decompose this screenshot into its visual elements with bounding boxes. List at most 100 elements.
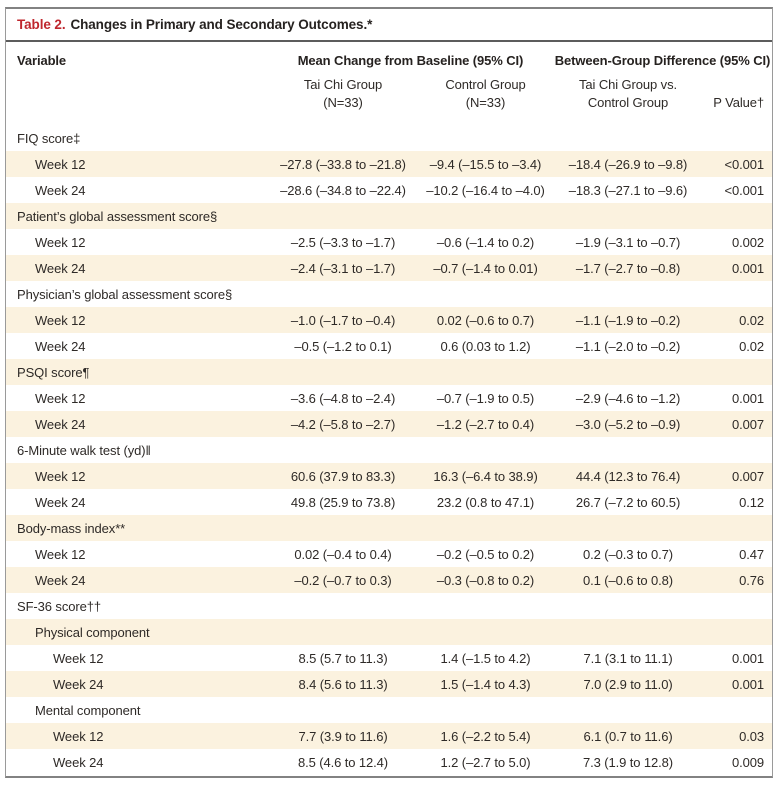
- row-variable-label: Week 24: [53, 676, 104, 692]
- table-row: Physical component: [6, 619, 772, 645]
- cell-between-group-difference: –18.3 (–27.1 to –9.6): [568, 182, 688, 198]
- column-header-taichi-group: Tai Chi Group (N=33): [303, 77, 383, 110]
- row-variable-label: Mental component: [35, 702, 141, 718]
- cell-between-group-difference: –1.9 (–3.1 to –0.7): [575, 234, 681, 250]
- cell-between-group-difference: 7.0 (2.9 to 11.0): [583, 676, 673, 692]
- cell-p-value: 0.002: [731, 234, 764, 250]
- cell-p-value: 0.001: [731, 260, 764, 276]
- row-variable-label: Week 12: [53, 650, 104, 666]
- cell-control-group: 23.2 (0.8 to 47.1): [436, 494, 535, 510]
- table-row: FIQ score‡: [6, 125, 772, 151]
- table-row: Mental component: [6, 697, 772, 723]
- row-variable-label: Week 24: [53, 754, 104, 770]
- row-variable-label: Week 12: [35, 312, 86, 328]
- table-row: Week 12 60.6 (37.9 to 83.3) 16.3 (–6.4 t…: [6, 463, 772, 489]
- row-variable-label: Week 12: [35, 234, 86, 250]
- cell-p-value: 0.001: [731, 390, 764, 406]
- column-header-taichi-vs-control: Tai Chi Group vs. Control Group: [578, 77, 677, 110]
- cell-between-group-difference: 26.7 (–7.2 to 60.5): [575, 494, 681, 510]
- row-variable-label: PSQI score¶: [17, 364, 90, 380]
- table-title-bar: Table 2. Changes in Primary and Secondar…: [6, 9, 772, 42]
- column-header-p-value: P Value†: [713, 95, 764, 110]
- table-row: Body-mass index**: [6, 515, 772, 541]
- outcomes-table: Table 2. Changes in Primary and Secondar…: [5, 7, 773, 778]
- cell-between-group-difference: –3.0 (–5.2 to –0.9): [575, 416, 681, 432]
- cell-between-group-difference: 0.1 (–0.6 to 0.8): [582, 572, 674, 588]
- cell-between-group-difference: –1.1 (–2.0 to –0.2): [575, 338, 681, 354]
- cell-taichi-group: 49.8 (25.9 to 73.8): [290, 494, 396, 510]
- row-variable-label: FIQ score‡: [17, 130, 81, 146]
- row-variable-label: Body-mass index**: [17, 520, 126, 536]
- cell-control-group: 1.2 (–2.7 to 5.0): [440, 754, 531, 770]
- cell-between-group-difference: –18.4 (–26.9 to –9.8): [568, 156, 688, 172]
- cell-p-value: 0.009: [731, 754, 764, 770]
- row-variable-label: 6-Minute walk test (yd)‖: [17, 442, 151, 458]
- table-row: Week 12 –2.5 (–3.3 to –1.7) –0.6 (–1.4 t…: [6, 229, 772, 255]
- cell-control-group: 0.6 (0.03 to 1.2): [440, 338, 531, 354]
- table-row: Week 12 –27.8 (–33.8 to –21.8) –9.4 (–15…: [6, 151, 772, 177]
- cell-p-value: 0.001: [731, 650, 764, 666]
- table-title: Changes in Primary and Secondary Outcome…: [70, 17, 373, 32]
- table-number-label: Table 2.: [17, 17, 66, 32]
- cell-p-value: 0.007: [731, 416, 764, 432]
- table-row: Week 24 49.8 (25.9 to 73.8) 23.2 (0.8 to…: [6, 489, 772, 515]
- table-row: Week 24 8.4 (5.6 to 11.3) 1.5 (–1.4 to 4…: [6, 671, 772, 697]
- column-header-control-group: Control Group (N=33): [445, 77, 526, 110]
- row-variable-label: Week 24: [35, 182, 86, 198]
- table-row: Week 12 0.02 (–0.4 to 0.4) –0.2 (–0.5 to…: [6, 541, 772, 567]
- cell-taichi-group: –2.5 (–3.3 to –1.7): [290, 234, 396, 250]
- row-variable-label: SF-36 score††: [17, 598, 101, 614]
- cell-taichi-group: –4.2 (–5.8 to –2.7): [290, 416, 396, 432]
- cell-taichi-group: 8.5 (5.7 to 11.3): [298, 650, 388, 666]
- cell-control-group: 1.6 (–2.2 to 5.4): [440, 728, 531, 744]
- cell-control-group: 16.3 (–6.4 to 38.9): [433, 468, 538, 484]
- cell-between-group-difference: 6.1 (0.7 to 11.6): [583, 728, 673, 744]
- row-variable-label: Week 24: [35, 416, 86, 432]
- cell-control-group: –0.3 (–0.8 to 0.2): [436, 572, 535, 588]
- cell-p-value: <0.001: [724, 156, 764, 172]
- cell-control-group: –1.2 (–2.7 to 0.4): [436, 416, 535, 432]
- cell-taichi-group: 8.4 (5.6 to 11.3): [298, 676, 388, 692]
- cell-between-group-difference: –1.1 (–1.9 to –0.2): [575, 312, 681, 328]
- table-row: PSQI score¶: [6, 359, 772, 385]
- cell-control-group: 1.5 (–1.4 to 4.3): [440, 676, 531, 692]
- cell-taichi-group: 8.5 (4.6 to 12.4): [297, 754, 389, 770]
- cell-between-group-difference: 44.4 (12.3 to 76.4): [575, 468, 681, 484]
- table-row: Week 24 –2.4 (–3.1 to –1.7) –0.7 (–1.4 t…: [6, 255, 772, 281]
- table-row: Patient’s global assessment score§: [6, 203, 772, 229]
- cell-taichi-group: –1.0 (–1.7 to –0.4): [290, 312, 396, 328]
- cell-p-value: 0.02: [739, 312, 764, 328]
- cell-taichi-group: –0.2 (–0.7 to 0.3): [294, 572, 392, 588]
- cell-taichi-group: –2.4 (–3.1 to –1.7): [290, 260, 396, 276]
- column-subheader-row: Tai Chi Group (N=33) Control Group (N=33…: [6, 68, 772, 125]
- cell-between-group-difference: 7.3 (1.9 to 12.8): [582, 754, 674, 770]
- cell-between-group-difference: 0.2 (–0.3 to 0.7): [582, 546, 674, 562]
- cell-taichi-group: –27.8 (–33.8 to –21.8): [280, 156, 406, 172]
- cell-between-group-difference: 7.1 (3.1 to 11.1): [583, 650, 673, 666]
- cell-control-group: –0.6 (–1.4 to 0.2): [436, 234, 535, 250]
- row-variable-label: Patient’s global assessment score§: [17, 208, 218, 224]
- row-variable-label: Physical component: [35, 624, 150, 640]
- row-variable-label: Week 12: [35, 546, 86, 562]
- table-row: SF-36 score††: [6, 593, 772, 619]
- cell-p-value: 0.007: [731, 468, 764, 484]
- table-body: FIQ score‡ Week 12 –27.8 (–33.8 to –21.8…: [6, 125, 772, 775]
- table-row: Week 12 8.5 (5.7 to 11.3) 1.4 (–1.5 to 4…: [6, 645, 772, 671]
- row-variable-label: Week 24: [35, 494, 86, 510]
- table-row: Week 24 –4.2 (–5.8 to –2.7) –1.2 (–2.7 t…: [6, 411, 772, 437]
- cell-p-value: <0.001: [724, 182, 764, 198]
- column-group-mean-change: Mean Change from Baseline (95% CI): [297, 53, 524, 68]
- row-variable-label: Week 12: [35, 390, 86, 406]
- row-variable-label: Week 24: [35, 338, 86, 354]
- cell-taichi-group: 60.6 (37.9 to 83.3): [290, 468, 396, 484]
- cell-p-value: 0.02: [739, 338, 764, 354]
- cell-between-group-difference: –2.9 (–4.6 to –1.2): [575, 390, 681, 406]
- cell-taichi-group: –28.6 (–34.8 to –22.4): [280, 182, 406, 198]
- cell-control-group: 0.02 (–0.6 to 0.7): [436, 312, 535, 328]
- column-header-variable: Variable: [17, 53, 67, 68]
- cell-between-group-difference: –1.7 (–2.7 to –0.8): [575, 260, 681, 276]
- column-group-header-row: Variable Mean Change from Baseline (95% …: [6, 42, 772, 68]
- cell-control-group: –0.7 (–1.9 to 0.5): [436, 390, 535, 406]
- row-variable-label: Week 24: [35, 260, 86, 276]
- cell-taichi-group: 7.7 (3.9 to 11.6): [298, 728, 388, 744]
